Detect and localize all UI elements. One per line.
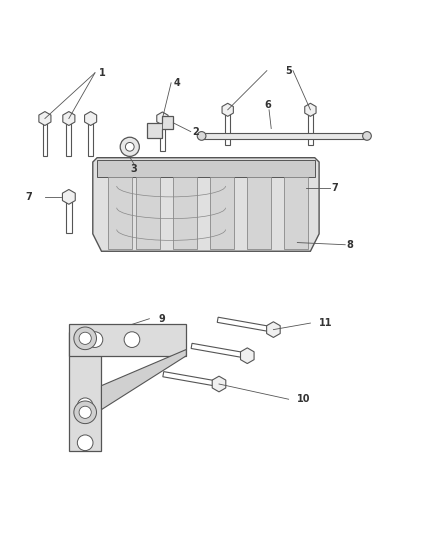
Polygon shape — [93, 158, 319, 251]
Text: 1: 1 — [99, 68, 106, 78]
Circle shape — [79, 332, 91, 344]
Polygon shape — [157, 112, 168, 125]
Polygon shape — [267, 322, 280, 337]
Text: 2: 2 — [192, 126, 199, 136]
Polygon shape — [210, 177, 234, 249]
Polygon shape — [284, 177, 308, 249]
Text: 3: 3 — [131, 164, 138, 174]
Circle shape — [87, 332, 103, 348]
Text: 4: 4 — [173, 78, 180, 88]
Polygon shape — [69, 325, 186, 356]
Polygon shape — [191, 343, 248, 358]
Text: 6: 6 — [265, 100, 272, 110]
Circle shape — [125, 142, 134, 151]
Polygon shape — [173, 177, 197, 249]
Text: 11: 11 — [319, 318, 332, 328]
Polygon shape — [67, 118, 71, 156]
Polygon shape — [305, 103, 316, 116]
Polygon shape — [225, 110, 230, 144]
Text: 7: 7 — [25, 192, 32, 202]
Polygon shape — [39, 111, 51, 125]
Polygon shape — [247, 177, 271, 249]
Polygon shape — [295, 166, 300, 201]
Text: 10: 10 — [297, 394, 311, 404]
Polygon shape — [265, 160, 277, 173]
Text: 7: 7 — [331, 183, 338, 193]
Circle shape — [120, 137, 139, 156]
Circle shape — [124, 332, 140, 348]
Polygon shape — [85, 111, 97, 125]
Circle shape — [197, 132, 206, 140]
Text: 5: 5 — [285, 66, 292, 76]
Polygon shape — [88, 118, 93, 156]
Polygon shape — [212, 376, 226, 392]
Polygon shape — [66, 197, 72, 232]
Polygon shape — [102, 350, 186, 409]
Polygon shape — [42, 118, 47, 156]
Polygon shape — [240, 348, 254, 364]
Text: 8: 8 — [346, 240, 353, 250]
Polygon shape — [108, 177, 132, 249]
Circle shape — [363, 132, 371, 140]
Polygon shape — [217, 317, 274, 332]
Polygon shape — [63, 111, 75, 125]
Circle shape — [74, 327, 96, 350]
Polygon shape — [69, 332, 102, 451]
Polygon shape — [292, 160, 303, 173]
Polygon shape — [160, 118, 165, 151]
Circle shape — [78, 435, 93, 450]
Polygon shape — [147, 116, 173, 138]
Polygon shape — [97, 160, 315, 177]
Circle shape — [78, 398, 93, 414]
Polygon shape — [222, 103, 233, 116]
Polygon shape — [163, 372, 219, 386]
Polygon shape — [136, 177, 160, 249]
Polygon shape — [201, 133, 367, 139]
Circle shape — [79, 406, 91, 418]
Polygon shape — [269, 166, 274, 201]
Polygon shape — [308, 110, 313, 144]
Circle shape — [74, 401, 96, 424]
Polygon shape — [63, 189, 75, 204]
Text: 9: 9 — [158, 314, 165, 324]
